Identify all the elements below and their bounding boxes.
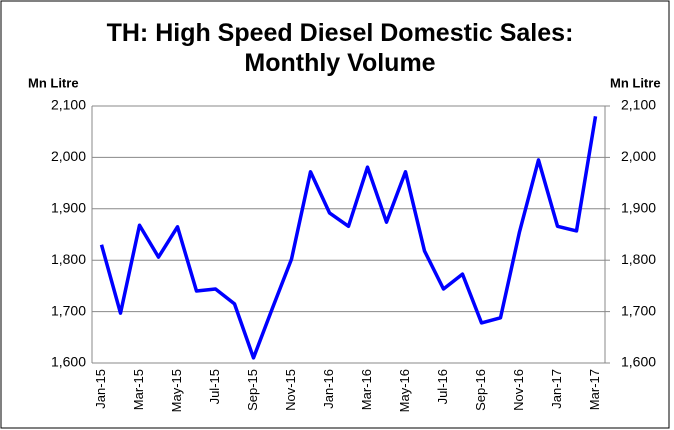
y2-tick-label: 2,000 bbox=[621, 148, 656, 164]
x-tick-label: Mar-17 bbox=[587, 369, 602, 410]
x-tick-label: Mar-16 bbox=[359, 369, 374, 410]
y2-axis-label: Mn Litre bbox=[610, 75, 661, 90]
x-tick-label: Nov-16 bbox=[511, 369, 526, 411]
x-tick-label: Jul-16 bbox=[435, 369, 450, 404]
y-tick-label: 1,800 bbox=[51, 251, 86, 267]
y-tick-label: 1,700 bbox=[51, 302, 86, 318]
x-tick-label: May-16 bbox=[397, 369, 412, 412]
y2-tick-label: 2,100 bbox=[621, 97, 656, 113]
chart-title: TH: High Speed Diesel Domestic Sales: Mo… bbox=[106, 19, 574, 77]
x-tick-label: Jan-15 bbox=[93, 369, 108, 409]
y2-tick-label: 1,600 bbox=[621, 354, 656, 370]
x-tick-label: Jan-16 bbox=[321, 369, 336, 409]
x-tick-label: Jan-17 bbox=[549, 369, 564, 409]
y2-tick-label: 1,800 bbox=[621, 251, 656, 267]
x-tick-label: Mar-15 bbox=[131, 369, 146, 410]
y2-tick-label: 1,700 bbox=[621, 302, 656, 318]
x-tick-label: May-15 bbox=[169, 369, 184, 412]
data-line bbox=[99, 115, 598, 360]
x-tick-label: Jul-15 bbox=[207, 369, 222, 404]
x-tick-label: Nov-15 bbox=[283, 369, 298, 411]
y-axis-label: Mn Litre bbox=[28, 75, 79, 90]
y2-tick-label: 1,900 bbox=[621, 200, 656, 216]
x-tick-label: Sep-16 bbox=[473, 369, 488, 411]
x-tick-label: Sep-15 bbox=[245, 369, 260, 411]
y-tick-label: 1,900 bbox=[51, 200, 86, 216]
y-tick-label: 2,000 bbox=[51, 148, 86, 164]
y-tick-label: 2,100 bbox=[51, 97, 86, 113]
y-tick-label: 1,600 bbox=[51, 354, 86, 370]
